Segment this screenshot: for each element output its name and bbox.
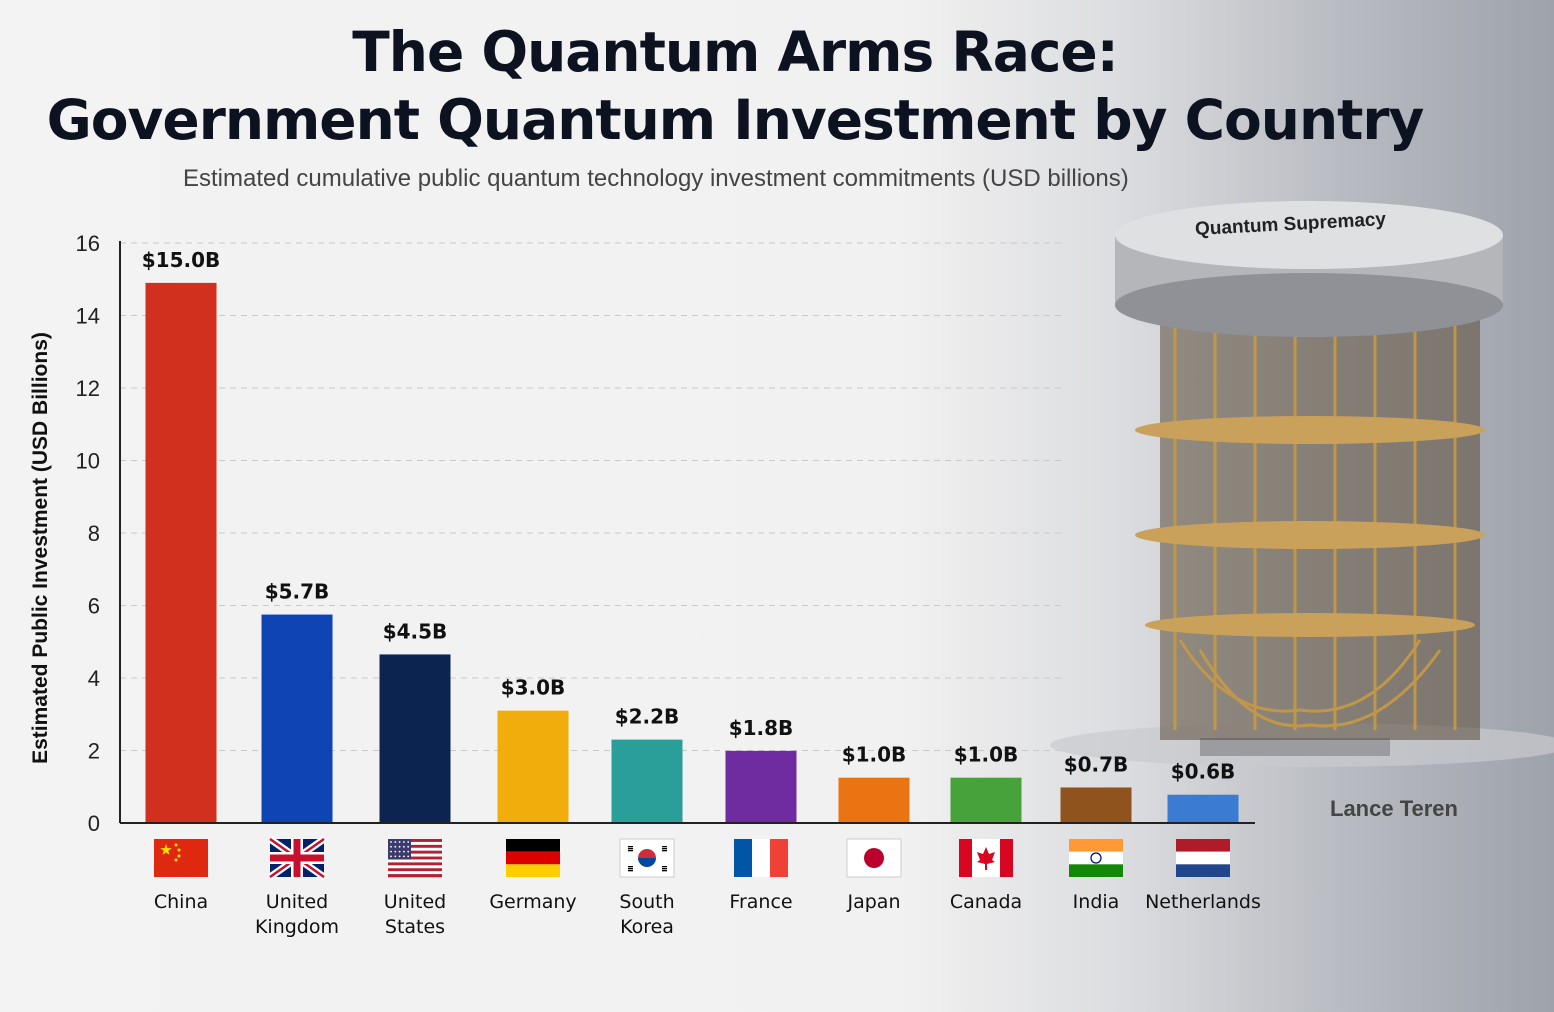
bar-germany [497,710,569,823]
data-label: $1.0B [954,743,1019,767]
bar-india [1060,787,1132,823]
y-tick-label: 12 [76,376,100,401]
bar-united-states [379,654,451,823]
x-tick-label: United [384,891,446,913]
y-tick-label: 0 [88,811,100,836]
y-tick-labels-group: 0 2 4 6 8 10 12 14 16 [76,231,100,836]
signature: Lance Teren [1330,796,1458,821]
y-tick-label: 4 [88,666,100,691]
bar-china [145,282,217,823]
y-tick-label: 2 [88,739,100,764]
canada-flag-icon [959,839,1013,877]
bar-france [725,750,797,823]
quantum-computer-illustration [1050,201,1554,767]
x-tick-label: United [266,891,328,913]
data-label: $0.7B [1064,752,1129,776]
bars-group [145,282,1239,823]
usa-flag-icon [388,839,442,878]
bar-south-korea [611,739,683,823]
x-tick-label: Canada [950,891,1022,913]
uk-flag-icon [267,836,327,880]
x-tick-label: Germany [489,891,576,913]
bar-japan [838,777,910,823]
x-tick-label: South [619,891,674,913]
value-labels-group: $15.0B $5.7B $4.5B $3.0B $2.2B $1.8B $1.0B $1.0… [142,248,1236,784]
data-label: $3.0B [501,676,566,700]
x-tick-label: France [729,891,792,913]
y-tick-label: 8 [88,521,100,546]
category-labels-group: China United Kingdom United States Germany Sou… [154,891,1261,938]
bar-canada [950,777,1022,823]
bar-united-kingdom [261,614,333,823]
netherlands-flag-icon [1176,839,1230,877]
x-tick-label: Korea [620,916,674,938]
germany-flag-icon [506,839,560,877]
data-label: $1.8B [729,716,794,740]
data-label: $0.6B [1171,760,1236,784]
x-tick-label: India [1073,891,1120,913]
y-tick-label: 6 [88,594,100,619]
axes-group [119,241,1255,824]
chart-subtitle: Estimated cumulative public quantum tech… [183,165,1129,192]
x-tick-label: Netherlands [1145,891,1261,913]
y-tick-label: 14 [76,304,100,329]
china-flag-icon [154,839,208,877]
france-flag-icon [734,839,788,877]
south-korea-flag-icon [619,838,675,878]
x-tick-label: China [154,891,208,913]
data-label: $15.0B [142,248,221,272]
x-tick-label: States [385,916,445,938]
y-tick-label: 10 [76,449,100,474]
bar-netherlands [1167,794,1239,823]
data-label: $4.5B [383,619,448,643]
chart-title: The Quantum Arms Race: Government Quantu… [0,18,1470,154]
data-label: $2.2B [615,705,680,729]
chart-title-line-2: Government Quantum Investment by Country [46,88,1425,152]
x-tick-label: Japan [847,891,901,913]
chart-title-line-1: The Quantum Arms Race: [352,20,1118,84]
india-flag-icon [1069,839,1123,877]
japan-flag-icon [846,838,902,878]
y-tick-label: 16 [76,231,100,256]
data-label: $5.7B [265,580,330,604]
data-label: $1.0B [842,743,907,767]
flags-group [154,836,1230,880]
x-tick-label: Kingdom [255,916,339,938]
